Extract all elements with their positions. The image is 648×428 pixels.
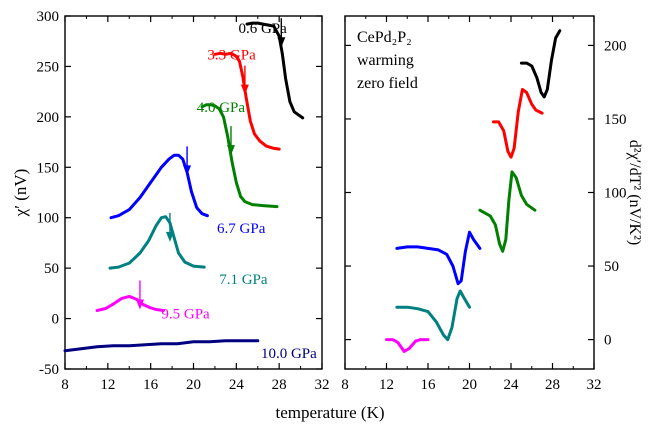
y-tick-label: 50 <box>44 261 59 277</box>
series-line <box>109 153 209 220</box>
y-tick-label: 150 <box>604 112 627 128</box>
series-label: 4.0 GPa <box>197 100 246 116</box>
y-tick-label: -50 <box>39 362 59 378</box>
x-tick-label: 16 <box>421 377 437 393</box>
y-tick-label: 150 <box>37 160 60 176</box>
y-tick-label: 50 <box>604 259 619 275</box>
series-label: 0.6 GPa <box>238 21 287 37</box>
series-label: 7.1 GPa <box>219 272 268 288</box>
x-tick-label: 12 <box>100 377 115 393</box>
y-tick-label: 0 <box>52 312 60 328</box>
y-tick-label: 100 <box>604 186 627 202</box>
transition-arrow-head <box>240 84 249 95</box>
series-line <box>519 29 562 99</box>
right-panel: 8 12 16 20 24 28 32 0 50 100 150 200 d²χ′/dT² (nV/K²… <box>341 15 643 393</box>
x-tick-label: 8 <box>341 377 349 393</box>
x-tick-label: 24 <box>504 377 520 393</box>
series-line <box>63 339 260 353</box>
series-line <box>108 215 206 270</box>
series-line <box>95 294 165 312</box>
series-line <box>395 230 482 286</box>
x-tick-label: 12 <box>379 377 394 393</box>
y-axis-label: d²χ′/dT² (nV/K²) <box>626 140 643 245</box>
x-tick-label: 24 <box>229 377 245 393</box>
y-tick-label: 200 <box>37 110 60 126</box>
x-tick-label: 8 <box>61 377 69 393</box>
y-tick-label: 100 <box>37 211 60 227</box>
series-line <box>395 289 471 342</box>
left-panel: 8 12 16 20 24 28 32 -50 0 50 100 150 200 250 300 χ′ (nV… <box>11 9 330 393</box>
annotation-text: CePd₂P₂ <box>357 29 412 46</box>
x-tick-label: 20 <box>186 377 201 393</box>
y-axis-label: χ′ (nV) <box>11 169 30 218</box>
x-axis-label: temperature (K) <box>275 403 384 422</box>
y-tick-label: 300 <box>37 9 60 25</box>
x-tick-label: 32 <box>315 377 330 393</box>
series-label: 10.0 GPa <box>261 346 317 362</box>
y-tick-label: 200 <box>604 38 627 54</box>
x-tick-label: 32 <box>587 377 602 393</box>
x-tick-label: 28 <box>272 377 287 393</box>
annotation-text: warming <box>357 52 414 69</box>
transition-arrow-head <box>277 37 286 48</box>
series-line <box>245 21 305 120</box>
transition-arrow-head <box>135 299 144 310</box>
y-tick-label: 0 <box>604 333 612 349</box>
transition-arrow-head <box>226 145 235 156</box>
series-line <box>478 170 537 253</box>
annotation-text: zero field <box>357 75 418 92</box>
transition-arrow-head <box>165 231 174 242</box>
y-tick-label: 250 <box>37 59 60 75</box>
x-tick-label: 28 <box>545 377 560 393</box>
series-label: 3.3 GPa <box>207 47 256 63</box>
series-label: 9.5 GPa <box>161 307 210 323</box>
x-tick-label: 16 <box>143 377 159 393</box>
series-line <box>200 103 279 209</box>
transition-arrow-head <box>183 165 192 176</box>
series-line <box>385 338 430 353</box>
series-line <box>491 88 544 159</box>
series-label: 6.7 GPa <box>217 221 266 237</box>
x-tick-label: 20 <box>462 377 477 393</box>
